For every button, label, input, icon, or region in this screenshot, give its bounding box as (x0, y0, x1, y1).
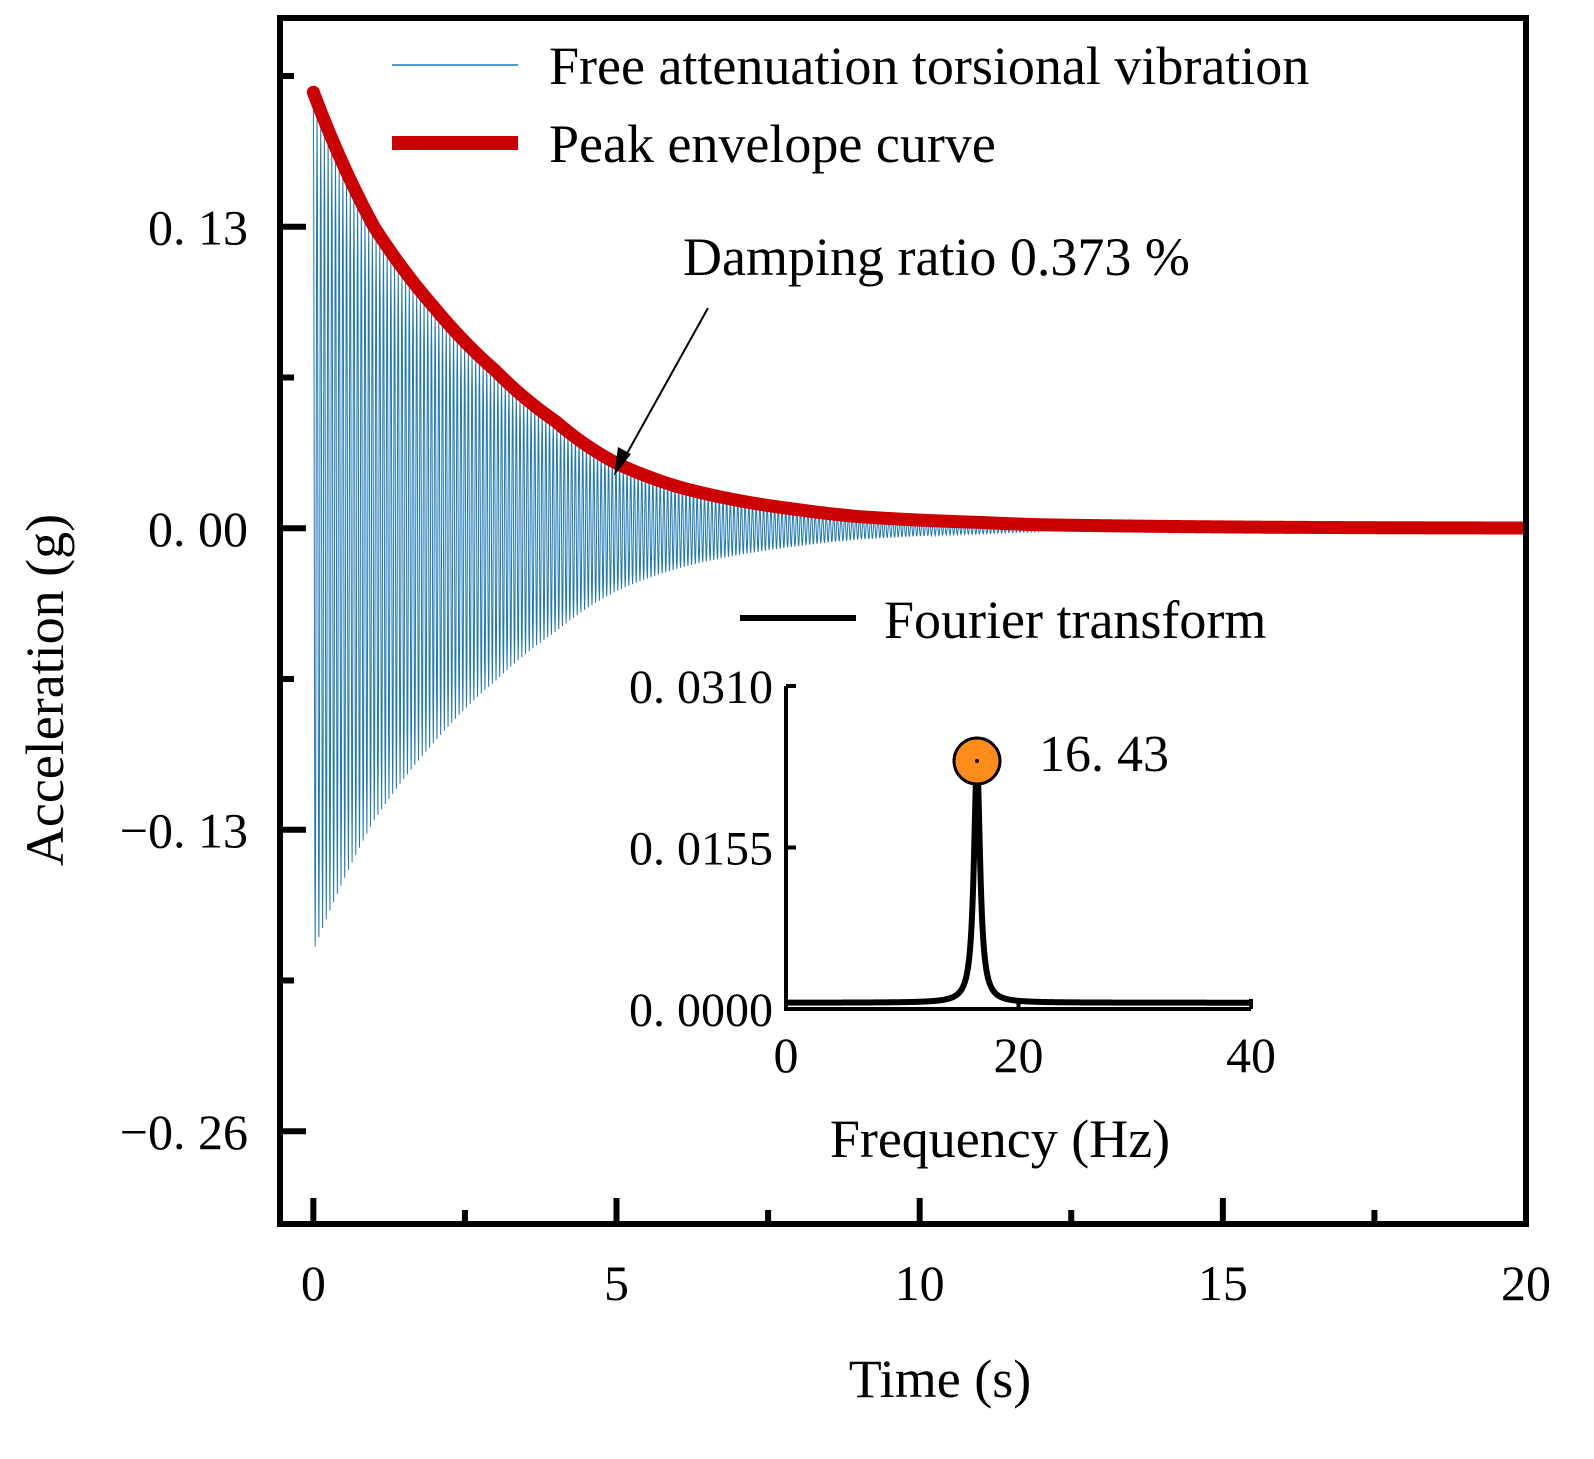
x-axis-label: Time (s) (849, 1349, 1032, 1409)
legend: Free attenuation torsional vibration Pea… (392, 36, 1309, 174)
inset-legend-label: Fourier transform (884, 590, 1266, 650)
legend-label-vibration: Free attenuation torsional vibration (549, 36, 1309, 96)
inset-x-tick-label: 40 (1226, 1027, 1276, 1083)
fourier-transform-series (783, 758, 1254, 1006)
vibration-signal-series (312, 105, 1042, 947)
x-axis-ticks: 0 5 10 15 20 (301, 1198, 1551, 1311)
damping-ratio-annotation: Damping ratio 0.373 % (683, 227, 1190, 287)
y-tick-label: 0. 00 (148, 501, 248, 557)
x-tick-label: 10 (895, 1255, 945, 1311)
y-axis-ticks: 0. 13 0. 00 −0. 13 −0. 26 (120, 72, 306, 1160)
x-tick-label: 0 (301, 1255, 326, 1311)
inset-y-axis-ticks: 0. 0000 0. 0155 0. 0310 (629, 661, 796, 1037)
y-tick-label: 0. 13 (148, 200, 248, 256)
inset-y-tick-label: 0. 0000 (629, 984, 773, 1037)
annotation-arrow (619, 307, 709, 467)
y-tick-label: −0. 13 (120, 803, 248, 859)
legend-label-envelope: Peak envelope curve (549, 114, 996, 174)
x-tick-label: 5 (604, 1255, 629, 1311)
inset-y-tick-label: 0. 0155 (629, 823, 773, 876)
peak-marker-center (974, 759, 979, 764)
inset-x-tick-label: 20 (994, 1027, 1044, 1083)
peak-envelope-series (306, 85, 1526, 535)
x-tick-label: 20 (1501, 1255, 1551, 1311)
plot-frame (277, 15, 1529, 1227)
x-tick-label: 15 (1198, 1255, 1248, 1311)
inset-x-tick-label: 0 (774, 1027, 799, 1083)
peak-frequency-label: 16. 43 (1039, 726, 1169, 783)
y-tick-label: −0. 26 (120, 1104, 248, 1160)
y-axis-label: Acceleration (g) (15, 514, 75, 866)
annotation-arrowhead (614, 447, 631, 476)
inset-x-axis-ticks: 0 20 40 (774, 999, 1276, 1083)
inset-y-tick-label: 0. 0310 (629, 661, 773, 714)
inset-x-axis-label: Frequency (Hz) (830, 1109, 1170, 1169)
